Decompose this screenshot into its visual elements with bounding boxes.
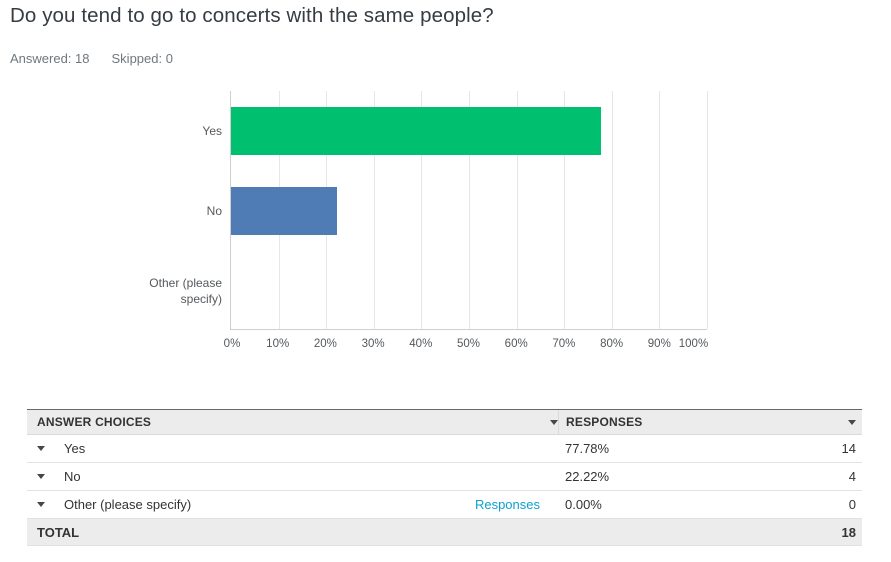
bar-yes[interactable]	[231, 107, 602, 155]
x-tick: 30%	[361, 338, 385, 350]
response-percent: 22.22%	[565, 469, 610, 484]
gridline	[421, 91, 423, 329]
x-tick: 100%	[678, 338, 709, 350]
answer-choices-header-label: ANSWER CHOICES	[37, 415, 152, 429]
responses-link[interactable]: Responses	[474, 497, 540, 512]
total-count: 18	[841, 524, 856, 540]
table-row-yes: Yes 77.78% 14	[27, 435, 862, 463]
results-table: ANSWER CHOICES RESPONSES Yes 77.78% 14 N…	[27, 409, 862, 546]
chart-category-labels: Yes No Other (please specify)	[0, 91, 222, 331]
expand-row-arrow-icon[interactable]	[37, 474, 45, 479]
gridline	[516, 91, 518, 329]
sort-arrow-icon[interactable]	[550, 419, 558, 425]
x-tick: 50%	[456, 338, 481, 350]
answer-choice-label: Other (please specify)	[64, 497, 192, 512]
answer-choice-label: No	[64, 469, 81, 484]
category-label-no: No	[206, 203, 222, 218]
skipped-stat: Skipped: 0	[112, 51, 173, 66]
x-tick: 0%	[223, 338, 241, 350]
answer-choices-header-cell: ANSWER CHOICES	[27, 410, 558, 434]
gridline	[564, 91, 566, 329]
table-row-other: Other (please specify) Responses 0.00% 0	[27, 491, 862, 519]
gridline	[611, 91, 613, 329]
x-tick: 80%	[600, 338, 624, 350]
gridline	[469, 91, 470, 329]
x-tick: 90%	[647, 338, 671, 350]
skipped-label: Skipped:	[111, 51, 163, 66]
question-title: Do you tend to go to concerts with the s…	[10, 4, 494, 27]
expand-row-arrow-icon[interactable]	[37, 502, 45, 507]
category-label-other: Other (please specify)	[149, 275, 222, 306]
response-stats: Answered: 18 Skipped: 0	[10, 51, 195, 66]
x-tick: 70%	[552, 338, 576, 350]
response-percent: 77.78%	[565, 441, 610, 456]
x-tick: 20%	[313, 338, 337, 350]
responses-header-cell: RESPONSES	[558, 410, 862, 434]
skipped-value: 0	[165, 51, 173, 66]
table-row-no: No 22.22% 4	[27, 463, 862, 491]
table-header-row: ANSWER CHOICES RESPONSES	[27, 409, 862, 435]
answered-stat: Answered: 18	[10, 51, 90, 66]
gridline	[659, 91, 661, 329]
response-count: 14	[841, 441, 856, 456]
table-total-row: TOTAL 18	[27, 519, 862, 546]
response-count: 0	[848, 497, 856, 512]
x-tick: 60%	[504, 338, 528, 350]
expand-row-arrow-icon[interactable]	[37, 446, 45, 451]
sort-arrow-icon[interactable]	[848, 419, 856, 425]
bar-chart-plot-area	[230, 91, 708, 331]
bar-no[interactable]	[231, 187, 337, 235]
gridline	[373, 91, 375, 329]
answered-label: Answered:	[10, 51, 72, 66]
x-axis-tick-labels: 0% 10% 20% 30% 40% 50% 60% 70% 80% 90% 1…	[224, 338, 709, 354]
bar-row-no	[231, 171, 707, 251]
answer-choice-label: Yes	[64, 441, 86, 456]
category-label-yes: Yes	[202, 123, 222, 138]
responses-header-label: RESPONSES	[566, 415, 643, 429]
total-label: TOTAL	[37, 524, 80, 540]
x-tick: 10%	[266, 338, 290, 350]
bar-row-yes	[231, 91, 707, 171]
bar-row-other	[231, 251, 707, 331]
response-percent: 0.00%	[565, 497, 602, 512]
x-tick: 40%	[409, 338, 433, 350]
response-count: 4	[848, 469, 856, 484]
gridline	[707, 91, 708, 329]
answered-value: 18	[75, 51, 90, 66]
